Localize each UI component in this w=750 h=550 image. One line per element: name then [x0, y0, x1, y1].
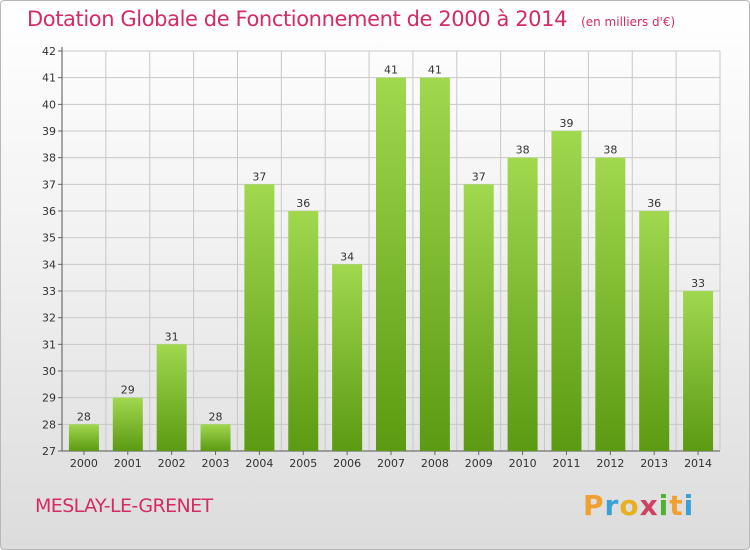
- bar-2004: [244, 184, 275, 452]
- y-tick-label-34: 34: [42, 258, 56, 271]
- x-tick-label-2007: 2007: [377, 457, 405, 470]
- bars: [68, 77, 714, 452]
- x-tick-label-2014: 2014: [684, 457, 712, 470]
- y-tick-label-38: 38: [42, 152, 56, 165]
- bar-2000: [68, 424, 99, 451]
- bar-2001: [112, 397, 143, 451]
- chart-subtitle: (en milliers d'€): [581, 15, 676, 29]
- bar-2012: [595, 157, 626, 451]
- bar-2009: [463, 184, 494, 452]
- data-label-2001: 29: [121, 384, 135, 397]
- data-label-2009: 37: [472, 170, 486, 183]
- axes: 27 28 29 30 31 32 33 34 35 36 37 38 39 40 41 42 2000 2001…: [42, 45, 720, 470]
- x-tick-label-2005: 2005: [289, 457, 317, 470]
- x-tick-label-2009: 2009: [465, 457, 493, 470]
- x-tick-label-2006: 2006: [333, 457, 361, 470]
- y-tick-label-29: 29: [42, 392, 56, 405]
- y-tick-label-33: 33: [42, 285, 56, 298]
- data-label-2000: 28: [77, 410, 91, 423]
- y-tick-label-28: 28: [42, 418, 56, 431]
- title-row: Dotation Globale de Fonctionnement de 20…: [27, 7, 675, 41]
- y-tick-label-42: 42: [42, 45, 56, 58]
- data-label-2006: 34: [340, 250, 354, 263]
- data-label-2004: 37: [252, 170, 266, 183]
- bar-2002: [156, 344, 187, 451]
- data-label-2011: 39: [559, 117, 573, 130]
- y-tick-label-30: 30: [42, 365, 56, 378]
- y-tick-label-27: 27: [42, 445, 56, 458]
- data-label-2007: 41: [384, 64, 398, 77]
- y-tick-label-39: 39: [42, 125, 56, 138]
- y-tick-label-41: 41: [42, 72, 56, 85]
- data-label-2013: 36: [647, 197, 661, 210]
- proxiti-logo: Proxiti: [583, 489, 695, 522]
- bar-2005: [288, 211, 319, 451]
- bar-2006: [332, 264, 363, 451]
- bar-2003: [200, 424, 231, 451]
- y-tick-label-35: 35: [42, 232, 56, 245]
- bar-2013: [639, 211, 670, 451]
- x-tick-label-2012: 2012: [596, 457, 624, 470]
- x-tick-label-2004: 2004: [245, 457, 273, 470]
- labels: 28 29 31 28 37 36 34 41 41 37 38 39 38 36 33: [77, 64, 705, 424]
- bar-2014: [683, 291, 714, 451]
- bar-2007: [376, 77, 406, 452]
- chart-title: Dotation Globale de Fonctionnement de 20…: [27, 7, 568, 31]
- y-tick-label-36: 36: [42, 205, 56, 218]
- x-tick-label-2011: 2011: [552, 457, 580, 470]
- bar-2010: [507, 157, 538, 451]
- commune-name: MESLAY-LE-GRENET: [35, 495, 213, 517]
- x-tick-label-2010: 2010: [509, 457, 537, 470]
- data-label-2012: 38: [603, 144, 617, 157]
- data-label-2003: 28: [209, 410, 223, 423]
- y-tick-label-37: 37: [42, 178, 56, 191]
- y-tick-label-40: 40: [42, 98, 56, 111]
- x-tick-label-2008: 2008: [421, 457, 449, 470]
- data-label-2010: 38: [516, 144, 530, 157]
- bar-2008: [419, 77, 450, 452]
- x-tick-label-2002: 2002: [158, 457, 186, 470]
- x-tick-label-2013: 2013: [640, 457, 668, 470]
- bar-2011: [551, 131, 582, 451]
- x-tick-label-2001: 2001: [114, 457, 142, 470]
- y-tick-label-31: 31: [42, 338, 56, 351]
- data-label-2002: 31: [165, 330, 179, 343]
- data-label-2008: 41: [428, 64, 442, 77]
- data-label-2005: 36: [296, 197, 310, 210]
- x-tick-label-2003: 2003: [202, 457, 230, 470]
- x-tick-label-2000: 2000: [70, 457, 98, 470]
- data-label-2014: 33: [691, 277, 705, 290]
- y-tick-label-32: 32: [42, 312, 56, 325]
